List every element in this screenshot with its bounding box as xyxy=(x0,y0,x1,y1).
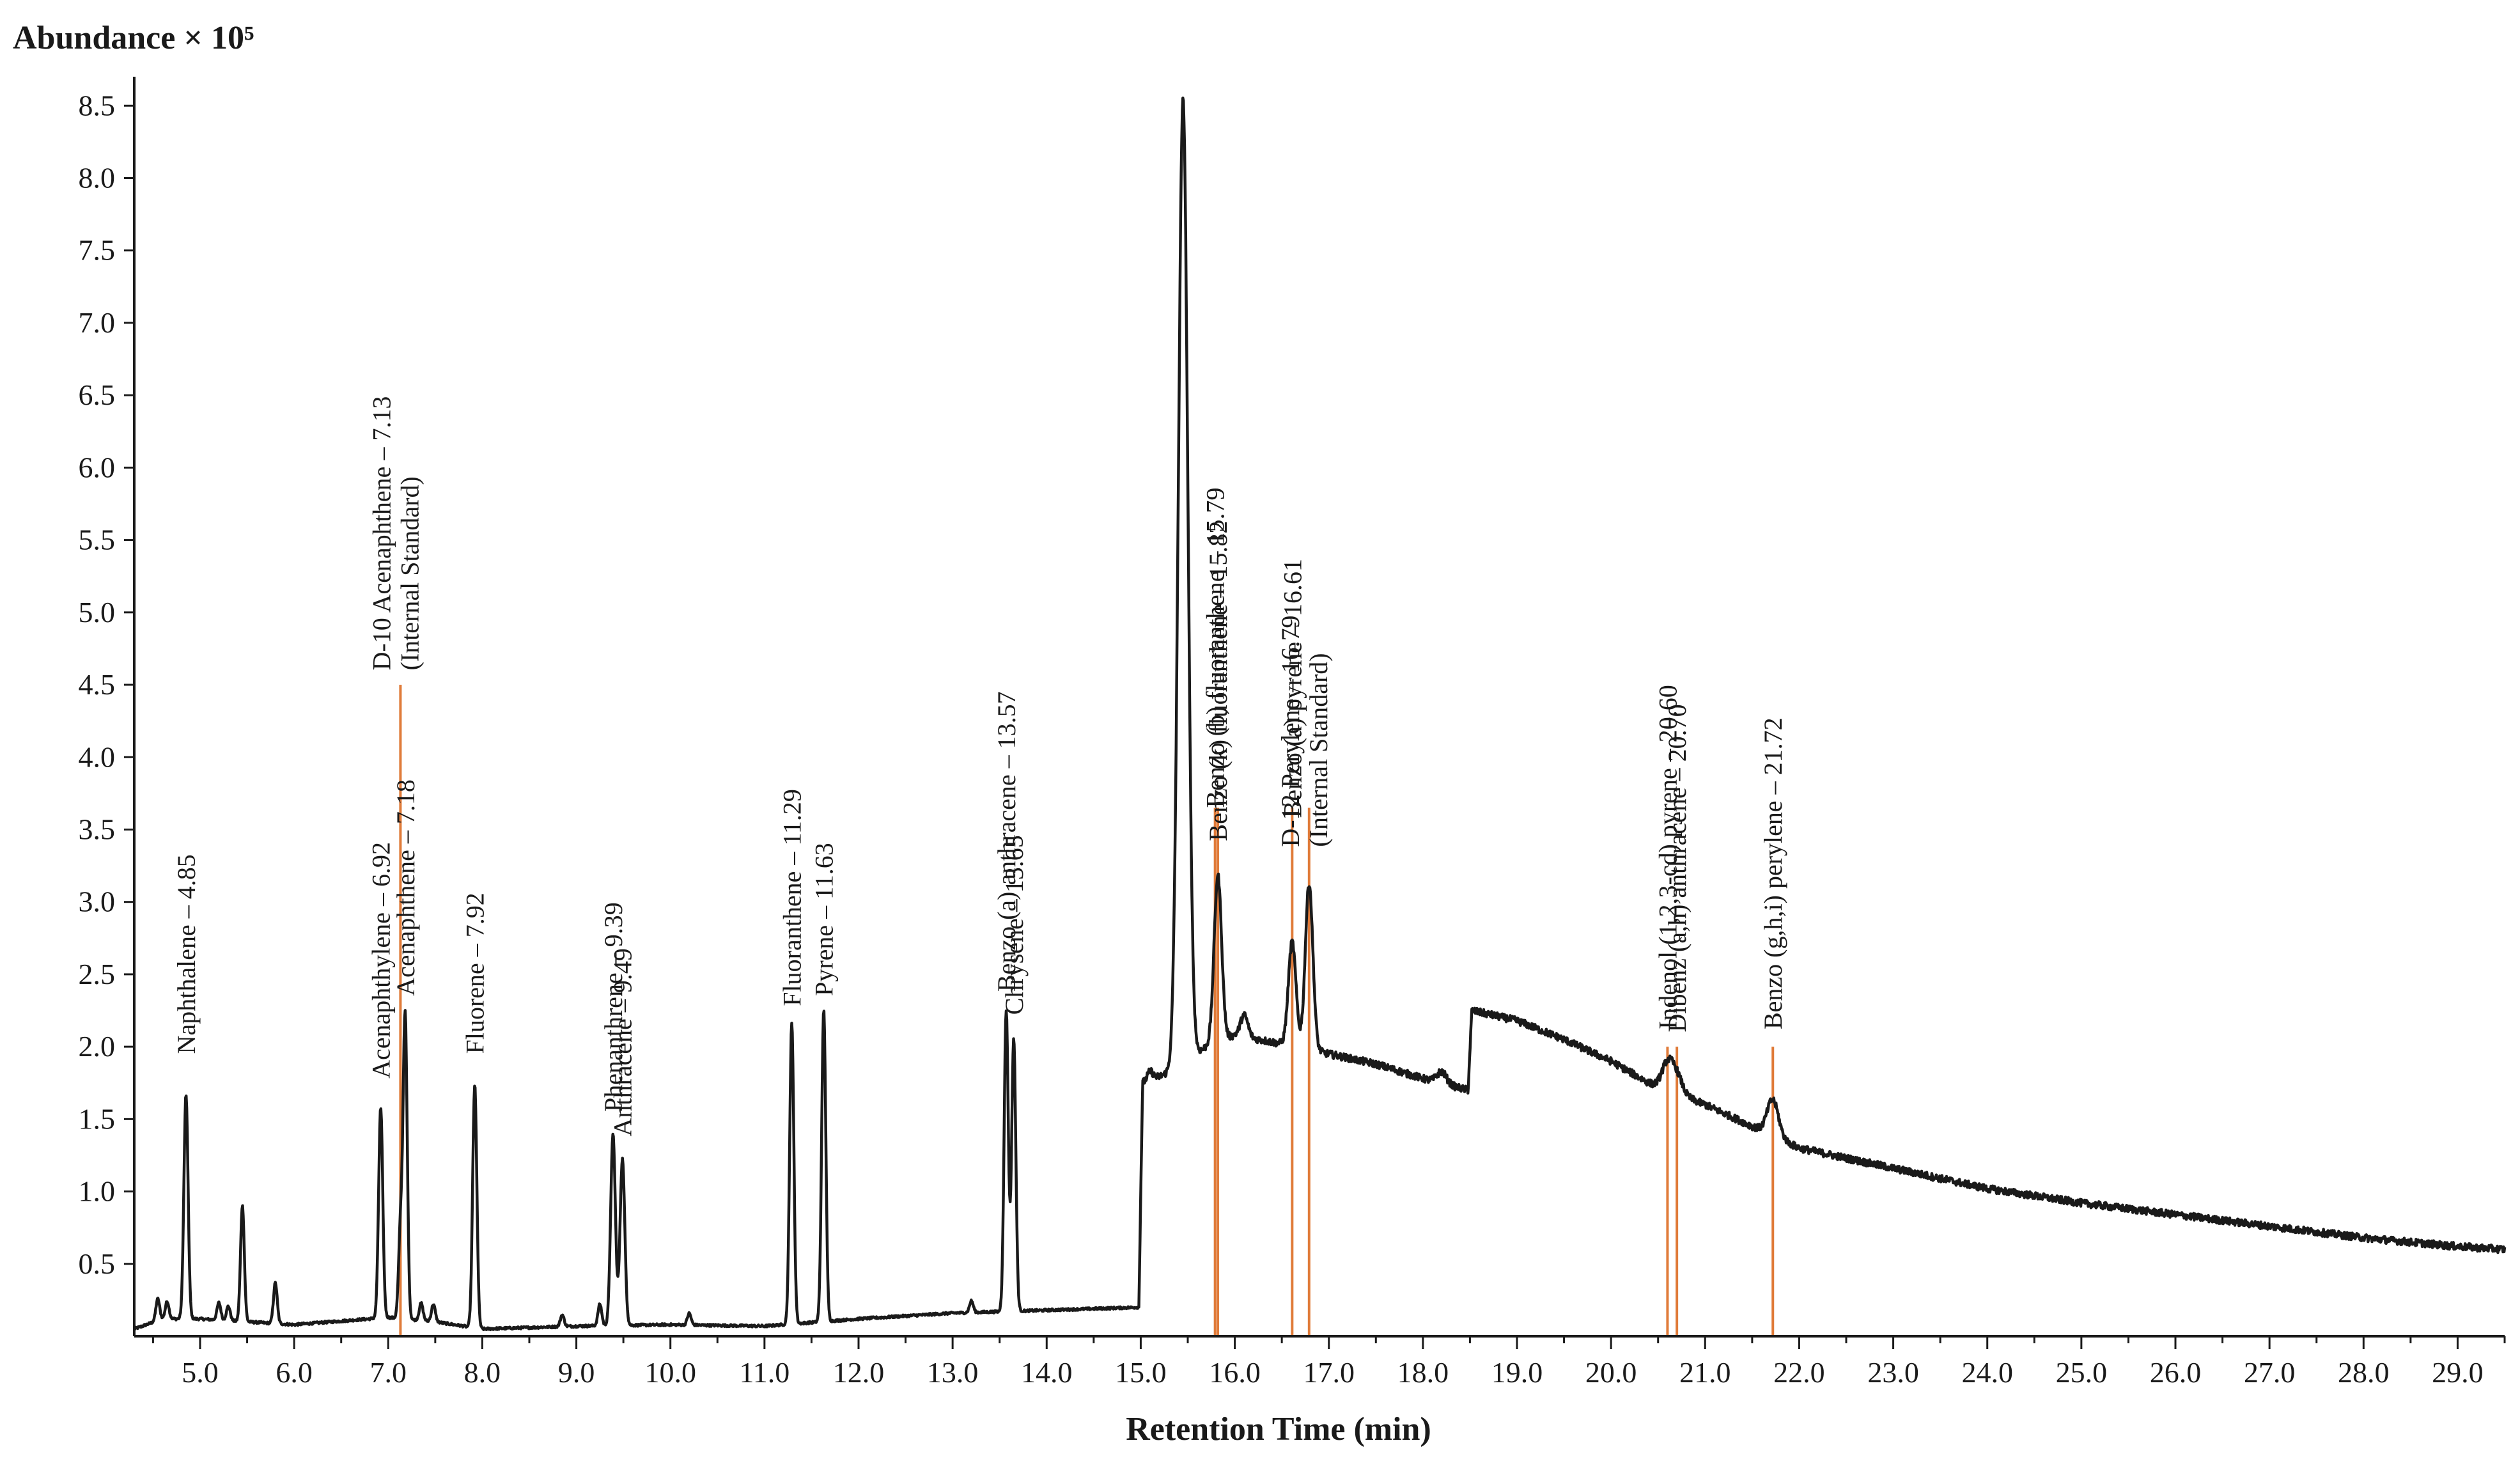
x-axis-ticks: 5.0 6.0 7.0 8.0 9.0 10.0 11.0 12.0 13.0 14.0 15.0 1… xyxy=(152,1336,2506,1389)
x-tick-label: 11.0 xyxy=(739,1356,789,1389)
y-tick-label: 3.0 xyxy=(79,886,116,918)
x-tick-label: 22.0 xyxy=(1773,1356,1825,1389)
y-tick-label: 8.5 xyxy=(79,89,116,121)
x-tick-label: 13.0 xyxy=(927,1356,979,1389)
y-tick-label: 1.5 xyxy=(79,1102,116,1135)
y-tick-label: 4.0 xyxy=(79,740,116,773)
x-tick-label: 7.0 xyxy=(370,1356,407,1389)
y-tick-label: 7.0 xyxy=(79,306,116,339)
peak-label: Pyrene – 11.63 xyxy=(810,843,839,996)
peak-labels: Naphthalene – 4.85 Acenaphthylene – 6.92 D… xyxy=(172,396,1787,1137)
x-tick-label: 8.0 xyxy=(464,1356,501,1389)
peak-label: D-12 Perylene – 16.79 xyxy=(1276,615,1305,847)
y-tick-label: 0.5 xyxy=(79,1247,116,1280)
x-tick-label: 14.0 xyxy=(1021,1356,1073,1389)
chromatogram-trace xyxy=(133,97,2507,1332)
x-tick-label: 26.0 xyxy=(2150,1356,2202,1389)
y-tick-label: 2.5 xyxy=(79,958,116,990)
x-tick-label: 16.0 xyxy=(1209,1356,1261,1389)
x-tick-label: 6.0 xyxy=(276,1356,313,1389)
peak-label: Benzo (b) fluoranthene – 15.79 xyxy=(1201,488,1230,808)
y-axis-ticks: 0.5 1.0 1.5 2.0 2.5 3.0 3.5 4.0 4.5 5.0 5.5 6.0 6.5 7… xyxy=(79,89,134,1280)
peak-label: Phenanthrene – 9.39 xyxy=(599,902,628,1112)
x-tick-label: 24.0 xyxy=(1961,1356,2013,1389)
y-axis-title: Abundance × 10⁵ xyxy=(13,20,254,56)
peak-label-sub: (Internal Standard) xyxy=(1304,653,1333,847)
x-tick-label: 10.0 xyxy=(644,1356,696,1389)
y-tick-label: 7.5 xyxy=(79,234,116,267)
peak-label: D-10 Acenaphthene – 7.13 xyxy=(367,396,396,671)
peak-label-sub: (Internal Standard) xyxy=(395,476,424,670)
x-axis-title: Retention Time (min) xyxy=(1126,1411,1431,1447)
y-tick-label: 2.0 xyxy=(79,1030,116,1063)
y-tick-label: 6.0 xyxy=(79,451,116,483)
peak-label: Chrysene – 13.65 xyxy=(1000,835,1029,1015)
peak-label: Benzo (a) pyrene – 16.61 xyxy=(1278,559,1307,818)
peak-label: Naphthalene – 4.85 xyxy=(172,854,201,1054)
peak-label: Anthracene – 9.49 xyxy=(609,948,637,1136)
peak-label: Acenaphthylene – 6.92 xyxy=(367,842,396,1079)
y-tick-label: 5.5 xyxy=(79,524,116,556)
peak-label: Benzo (g,h,i) perylene – 21.72 xyxy=(1759,717,1787,1029)
x-tick-label: 19.0 xyxy=(1491,1356,1543,1389)
x-tick-label: 9.0 xyxy=(558,1356,595,1389)
y-tick-label: 1.0 xyxy=(79,1175,116,1208)
peak-label: Acenaphthene – 7.18 xyxy=(391,779,420,996)
peak-label: Fluoranthene – 11.29 xyxy=(778,789,807,1006)
y-tick-label: 6.5 xyxy=(79,378,116,411)
peak-label: Indenol (1,2,3-cd) pyrene – 20.60 xyxy=(1653,685,1682,1029)
x-tick-label: 28.0 xyxy=(2338,1356,2390,1389)
x-tick-label: 15.0 xyxy=(1115,1356,1167,1389)
y-tick-label: 3.5 xyxy=(79,813,116,845)
x-tick-label: 18.0 xyxy=(1397,1356,1449,1389)
y-tick-label: 8.0 xyxy=(79,162,116,194)
x-tick-label: 27.0 xyxy=(2244,1356,2296,1389)
peak-label: Benzo (a) anthracene – 13.57 xyxy=(992,691,1021,992)
y-tick-label: 4.5 xyxy=(79,668,116,701)
x-tick-label: 21.0 xyxy=(1679,1356,1731,1389)
peak-label: Dibenz (a,h) anthracene – 20.70 xyxy=(1663,704,1692,1032)
x-tick-label: 12.0 xyxy=(833,1356,885,1389)
y-tick-label: 5.0 xyxy=(79,596,116,628)
x-tick-label: 23.0 xyxy=(1867,1356,1919,1389)
peak-label: Benzo (k) fluoranthene – 15.82 xyxy=(1204,521,1233,841)
x-tick-label: 17.0 xyxy=(1303,1356,1355,1389)
x-tick-label: 29.0 xyxy=(2432,1356,2484,1389)
x-tick-label: 5.0 xyxy=(182,1356,219,1389)
peak-label: Fluorene – 7.92 xyxy=(461,893,490,1054)
x-tick-label: 25.0 xyxy=(2056,1356,2108,1389)
x-tick-label: 20.0 xyxy=(1585,1356,1637,1389)
